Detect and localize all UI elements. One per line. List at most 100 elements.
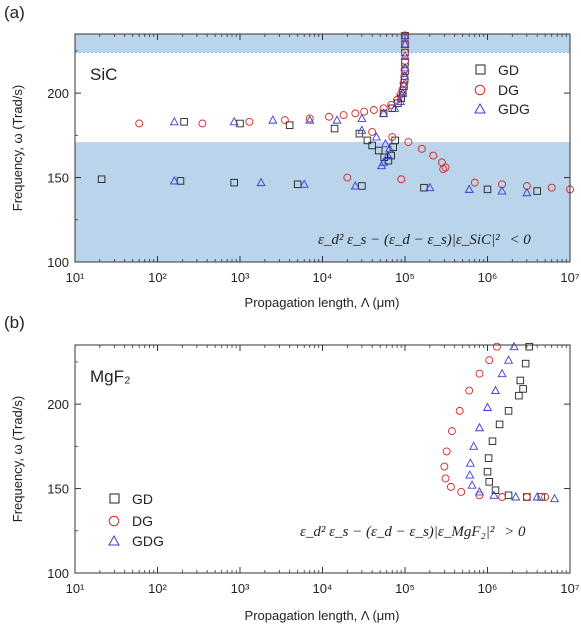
panel-a-ylabel: Frequency, ω (Trad/s) bbox=[10, 85, 25, 211]
panel-a-gdg-point bbox=[256, 177, 266, 187]
legend-b-gdg-marker bbox=[108, 534, 120, 546]
panel-a-dg-point bbox=[280, 116, 289, 125]
panel-a-gdg-point bbox=[399, 79, 409, 89]
panel-a-xtick-label: 10⁶ bbox=[478, 270, 498, 285]
panel-a-dg-point bbox=[339, 111, 348, 120]
panel-b-xtick-label: 10⁷ bbox=[560, 581, 579, 596]
panel-a-gdg-point bbox=[497, 186, 507, 195]
legend-b-dg-label: DG bbox=[132, 513, 153, 529]
panel-a-gd-point bbox=[176, 177, 185, 185]
panel-a-dg-point bbox=[417, 144, 426, 153]
panel-b-gd-point bbox=[504, 491, 513, 500]
panel-b-equation: ε_d² ε_s − (ε_d − ε_s)|ε_MgF₂|² > 0 bbox=[300, 524, 526, 540]
panel-b-dg-point bbox=[541, 493, 550, 501]
panel-a-dg-point bbox=[439, 165, 448, 174]
panel-b-gd-point bbox=[515, 391, 523, 400]
panel-a-dg-point bbox=[360, 107, 369, 116]
panel-a-gd-point bbox=[358, 182, 366, 190]
panel-b-gdg-point bbox=[465, 470, 475, 479]
panel-a-ytick-label: 200 bbox=[47, 86, 69, 101]
panel-b-gd-point bbox=[504, 407, 513, 415]
panel-a-ticks: 10¹ 10² 10³ 10⁴ 10⁵ 10⁶ 10⁷ 100 150 200 bbox=[47, 34, 580, 285]
panel-a-gdg-point bbox=[400, 39, 410, 48]
panel-b-gd-point bbox=[521, 359, 530, 368]
panel-b-gdg-point bbox=[504, 355, 514, 364]
panel-b-xtick-label: 10¹ bbox=[66, 581, 85, 596]
panel-b-frame bbox=[74, 344, 571, 574]
panel-a-xtick-label: 10⁵ bbox=[395, 270, 415, 285]
panel-a-points bbox=[97, 30, 574, 197]
panel-a-xlabel: Propagation length, Λ (μm) bbox=[245, 295, 400, 310]
panel-b-gdg-point bbox=[550, 493, 560, 503]
panel-a-dg-point bbox=[441, 163, 450, 172]
panel-b-xtick-label: 10² bbox=[148, 581, 167, 596]
panel-a: (a) 10¹ 10² 10³ 10⁴ 10⁵ 10⁶ 10⁷ 100 150 200 SiC G… bbox=[4, 3, 580, 310]
panel-b-ytick-label: 200 bbox=[47, 397, 69, 412]
panel-b-gdg-point bbox=[469, 441, 479, 450]
panel-a-gdg-point bbox=[332, 115, 342, 124]
panel-a-gdg-point bbox=[425, 182, 435, 192]
panel-a-legend: GD DG GDG bbox=[474, 62, 530, 117]
panel-a-xtick-label: 10⁷ bbox=[560, 270, 579, 285]
panel-a-dg-point bbox=[379, 104, 388, 113]
panel-a-gdg-point bbox=[371, 132, 381, 141]
panel-a-dg-point bbox=[245, 117, 254, 126]
svg-text:ε_d² ε_s − (ε_d − ε_s)|ε_MgF₂|: ε_d² ε_s − (ε_d − ε_s)|ε_MgF₂|² > 0 bbox=[300, 524, 526, 540]
legend-b-gd-marker bbox=[109, 493, 120, 504]
panel-a-dg-point bbox=[404, 138, 413, 147]
panel-a-gd-point bbox=[330, 124, 339, 133]
panel-a-gdg-point bbox=[357, 113, 367, 122]
panel-a-dg-point bbox=[388, 133, 397, 141]
panel-b-dg-point bbox=[440, 462, 449, 471]
panel-b-dg-point bbox=[457, 487, 466, 496]
panel-a-gdg-point bbox=[377, 160, 387, 170]
panel-a-gdg-point bbox=[380, 138, 391, 148]
panel-a-dg-point bbox=[397, 175, 406, 184]
panel-a-dg-point bbox=[305, 114, 314, 123]
panel-b-gdg-point bbox=[474, 422, 485, 432]
panel-a-xtick-label: 10⁴ bbox=[312, 270, 332, 285]
panel-a-gd-point bbox=[533, 187, 541, 195]
legend-b-dg-marker bbox=[108, 515, 120, 527]
panel-a-dg-point bbox=[198, 119, 207, 128]
panel-a-dg-point bbox=[351, 109, 360, 118]
panel-a-equation-relation: < 0 bbox=[509, 232, 531, 248]
panel-b-ylabel: Frequency, ω (Trad/s) bbox=[10, 396, 25, 522]
panel-a-frame bbox=[74, 33, 571, 263]
panel-a-gd-point bbox=[180, 118, 188, 126]
panel-a-gdg-point bbox=[169, 175, 179, 185]
panel-b-gdg-point bbox=[482, 402, 493, 411]
panel-a-gdg-point bbox=[268, 115, 278, 124]
panel-a-gd-point bbox=[285, 121, 294, 129]
panel-b-gd-point bbox=[488, 437, 497, 446]
panel-b-dg-point bbox=[441, 474, 450, 483]
panel-b-dg-point bbox=[522, 493, 531, 501]
panel-a-gd-point bbox=[483, 185, 492, 194]
panel-a-gdg-point bbox=[169, 116, 179, 126]
panel-b-ticks: 10¹ 10² 10³ 10⁴ 10⁵ 10⁶ 10⁷ 100 150 200 bbox=[47, 345, 580, 596]
panel-a-gd-point bbox=[401, 58, 409, 67]
panel-b-xtick-label: 10³ bbox=[231, 581, 250, 596]
panel-b-xtick-label: 10⁴ bbox=[312, 581, 332, 596]
panel-a-gdg-point bbox=[379, 108, 389, 117]
panel-b-gd-point bbox=[516, 376, 525, 385]
panel-a-gd-point bbox=[236, 119, 244, 128]
panel-a-gd-point bbox=[397, 94, 405, 102]
panel-b-gdg-point bbox=[490, 385, 501, 395]
legend-a-gd-label: GD bbox=[498, 62, 519, 78]
panel-b-dg-point bbox=[442, 447, 451, 456]
panel-b-gd-point bbox=[519, 385, 527, 393]
panel-a-gd-point bbox=[368, 141, 376, 150]
panel-a-dg-point bbox=[369, 106, 378, 114]
legend-b-gdg-label: GDG bbox=[132, 533, 164, 549]
panel-a-equation-lhs: ε_d² ε_s − (ε_d − ε_s)|ε_SiC|² bbox=[318, 232, 500, 248]
panel-b-dg-point bbox=[446, 482, 455, 491]
panel-a-gdg-point bbox=[299, 179, 309, 188]
panel-a-xtick-label: 10¹ bbox=[66, 270, 85, 285]
panel-b-ytick-label: 100 bbox=[47, 566, 69, 581]
panel-a-gdg-point bbox=[398, 88, 408, 97]
panel-a-dg-point bbox=[135, 119, 144, 128]
panel-a-ytick-label: 150 bbox=[47, 171, 69, 186]
panel-a-dg-point bbox=[429, 151, 438, 160]
